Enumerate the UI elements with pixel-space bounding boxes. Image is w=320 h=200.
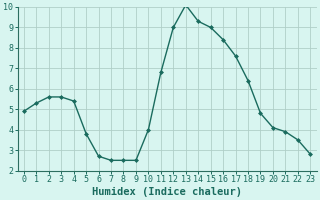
X-axis label: Humidex (Indice chaleur): Humidex (Indice chaleur) [92, 186, 242, 197]
